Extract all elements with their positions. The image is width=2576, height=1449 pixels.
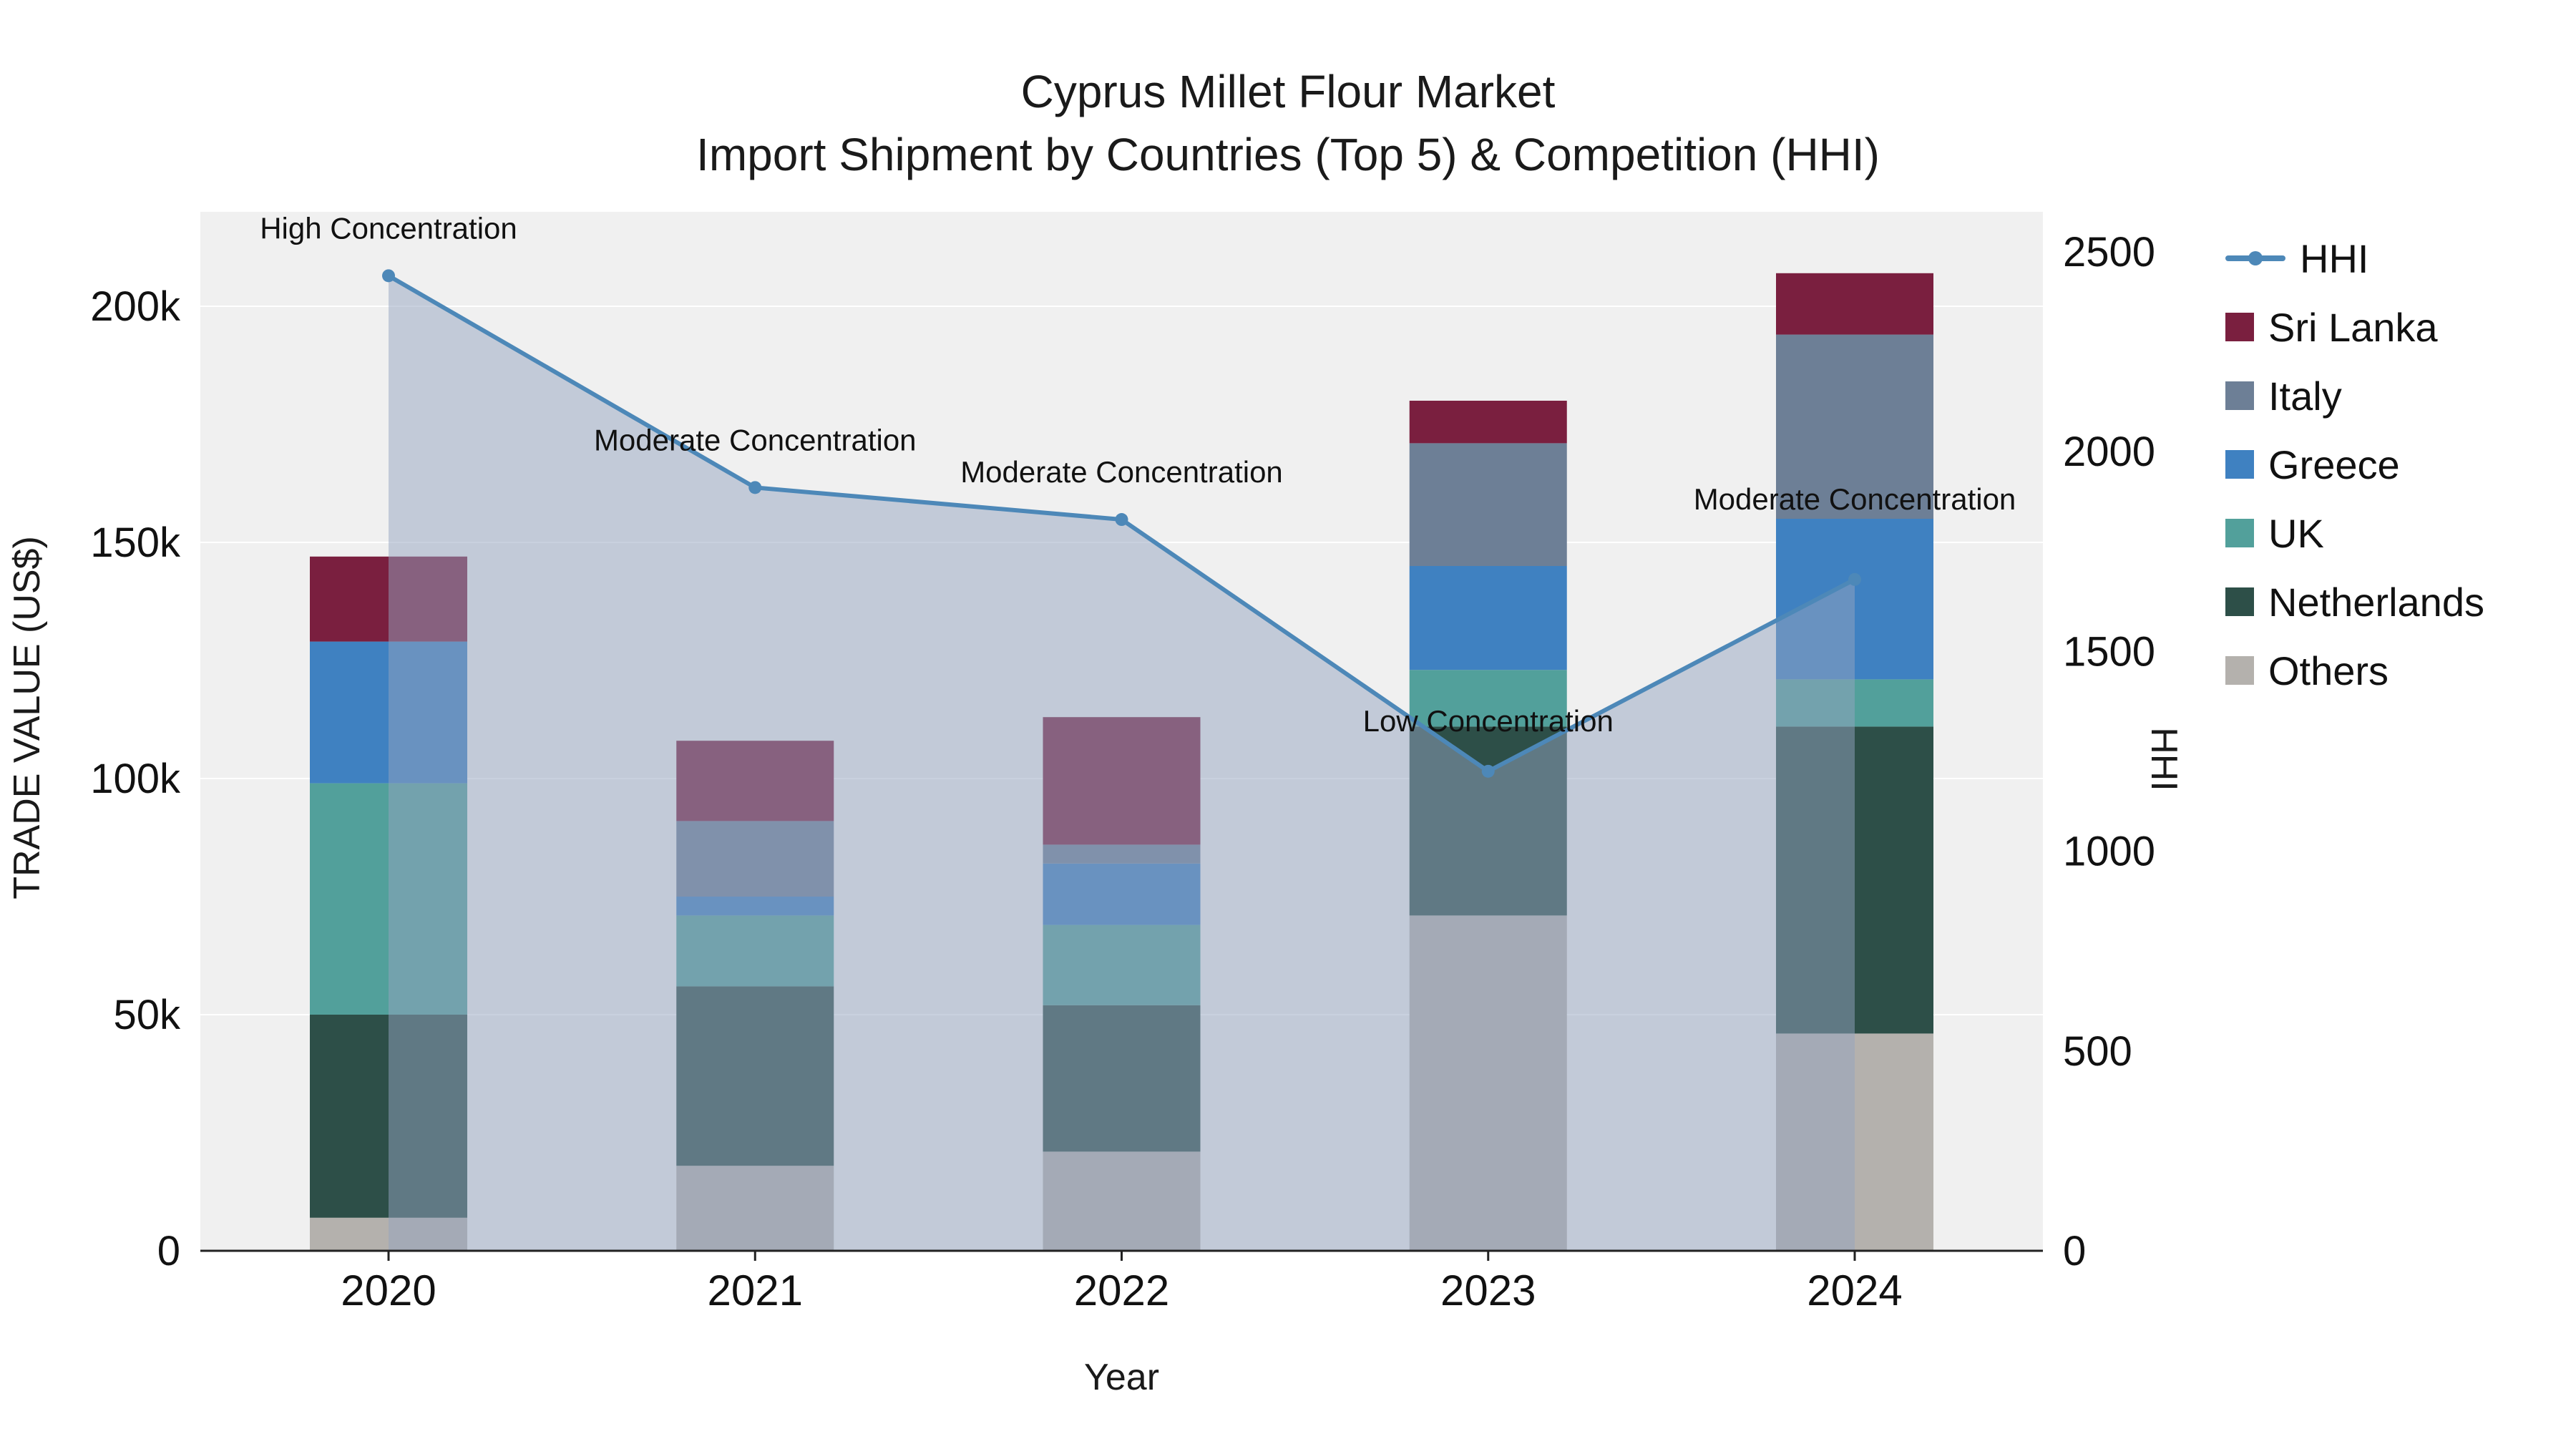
hhi-marker-2020[interactable] bbox=[382, 269, 395, 283]
right-tick-label-500: 500 bbox=[2063, 1028, 2132, 1075]
left-tick-label-200k: 200k bbox=[90, 283, 181, 330]
right-tick-label-2000: 2000 bbox=[2063, 429, 2155, 475]
right-tick-label-2500: 2500 bbox=[2063, 229, 2155, 275]
y-axis-title-right: HHI bbox=[2143, 727, 2185, 791]
legend-item-sri-lanka[interactable]: Sri Lanka bbox=[2225, 304, 2484, 350]
hhi-marker-swatch bbox=[2248, 251, 2263, 265]
bar-segment-sri-lanka-2024[interactable] bbox=[1776, 273, 1933, 335]
legend-item-others[interactable]: Others bbox=[2225, 648, 2484, 693]
bar-segment-uk-2023[interactable] bbox=[1409, 670, 1567, 727]
hhi-marker-2024[interactable] bbox=[1848, 572, 1861, 586]
legend-swatch-uk bbox=[2225, 519, 2254, 547]
chart-title: Cyprus Millet Flour Market Import Shipme… bbox=[0, 60, 2576, 186]
x-tick-label-2024: 2024 bbox=[1807, 1267, 1902, 1314]
right-tick-label-1000: 1000 bbox=[2063, 829, 2155, 875]
left-tick-label-100k: 100k bbox=[90, 756, 181, 802]
right-tick-label-1500: 1500 bbox=[2063, 628, 2155, 675]
legend: HHI Sri Lanka Italy Greece UK Netherlands Othe… bbox=[2225, 236, 2484, 693]
x-tick-label-2020: 2020 bbox=[341, 1267, 436, 1314]
annotation-0: High Concentration bbox=[260, 211, 517, 245]
annotation-4: Moderate Concentration bbox=[1694, 482, 2016, 516]
hhi-area-fill bbox=[389, 275, 1855, 1251]
hhi-marker-2021[interactable] bbox=[748, 481, 762, 494]
legend-item-uk[interactable]: UK bbox=[2225, 510, 2484, 556]
annotation-1: Moderate Concentration bbox=[594, 423, 917, 457]
left-tick-label-0: 0 bbox=[157, 1228, 180, 1274]
legend-label: Netherlands bbox=[2268, 579, 2484, 625]
right-tick-label-0: 0 bbox=[2063, 1228, 2086, 1274]
hhi-marker-2022[interactable] bbox=[1115, 513, 1128, 527]
legend-label: Italy bbox=[2268, 373, 2342, 419]
legend-label: Sri Lanka bbox=[2268, 304, 2438, 350]
left-tick-label-150k: 150k bbox=[90, 519, 181, 566]
x-axis-title: Year bbox=[1083, 1357, 1160, 1398]
left-tick-label-50k: 50k bbox=[113, 992, 181, 1038]
hhi-marker-2023[interactable] bbox=[1481, 764, 1495, 778]
legend-label: Greece bbox=[2268, 441, 2400, 487]
annotation-2: Moderate Concentration bbox=[960, 455, 1283, 489]
bar-segment-italy-2023[interactable] bbox=[1409, 443, 1567, 566]
x-tick-label-2023: 2023 bbox=[1440, 1267, 1536, 1314]
legend-swatch-netherlands bbox=[2225, 587, 2254, 616]
legend-swatch-italy bbox=[2225, 381, 2254, 410]
hhi-line-swatch bbox=[2225, 251, 2285, 265]
legend-item-netherlands[interactable]: Netherlands bbox=[2225, 579, 2484, 625]
legend-item-hhi[interactable]: HHI bbox=[2225, 235, 2484, 281]
x-tick-label-2021: 2021 bbox=[708, 1267, 803, 1314]
legend-swatch-others bbox=[2225, 656, 2254, 685]
legend-swatch-greece bbox=[2225, 450, 2254, 479]
annotation-3: Low Concentration bbox=[1363, 704, 1614, 738]
x-tick-label-2022: 2022 bbox=[1074, 1267, 1169, 1314]
bar-segment-italy-2024[interactable] bbox=[1776, 334, 1933, 519]
legend-label: HHI bbox=[2300, 235, 2369, 281]
legend-label: UK bbox=[2268, 510, 2324, 556]
legend-swatch-sri-lanka bbox=[2225, 313, 2254, 341]
legend-item-greece[interactable]: Greece bbox=[2225, 442, 2484, 487]
chart-title-line1: Cyprus Millet Flour Market bbox=[1020, 66, 1556, 117]
y-axis-title-left: TRADE VALUE (US$) bbox=[6, 536, 48, 899]
bar-segment-sri-lanka-2023[interactable] bbox=[1409, 401, 1567, 444]
legend-item-italy[interactable]: Italy bbox=[2225, 373, 2484, 419]
chart-title-line2: Import Shipment by Countries (Top 5) & C… bbox=[696, 129, 1880, 180]
legend-label: Others bbox=[2268, 648, 2389, 693]
bar-segment-greece-2023[interactable] bbox=[1409, 566, 1567, 670]
